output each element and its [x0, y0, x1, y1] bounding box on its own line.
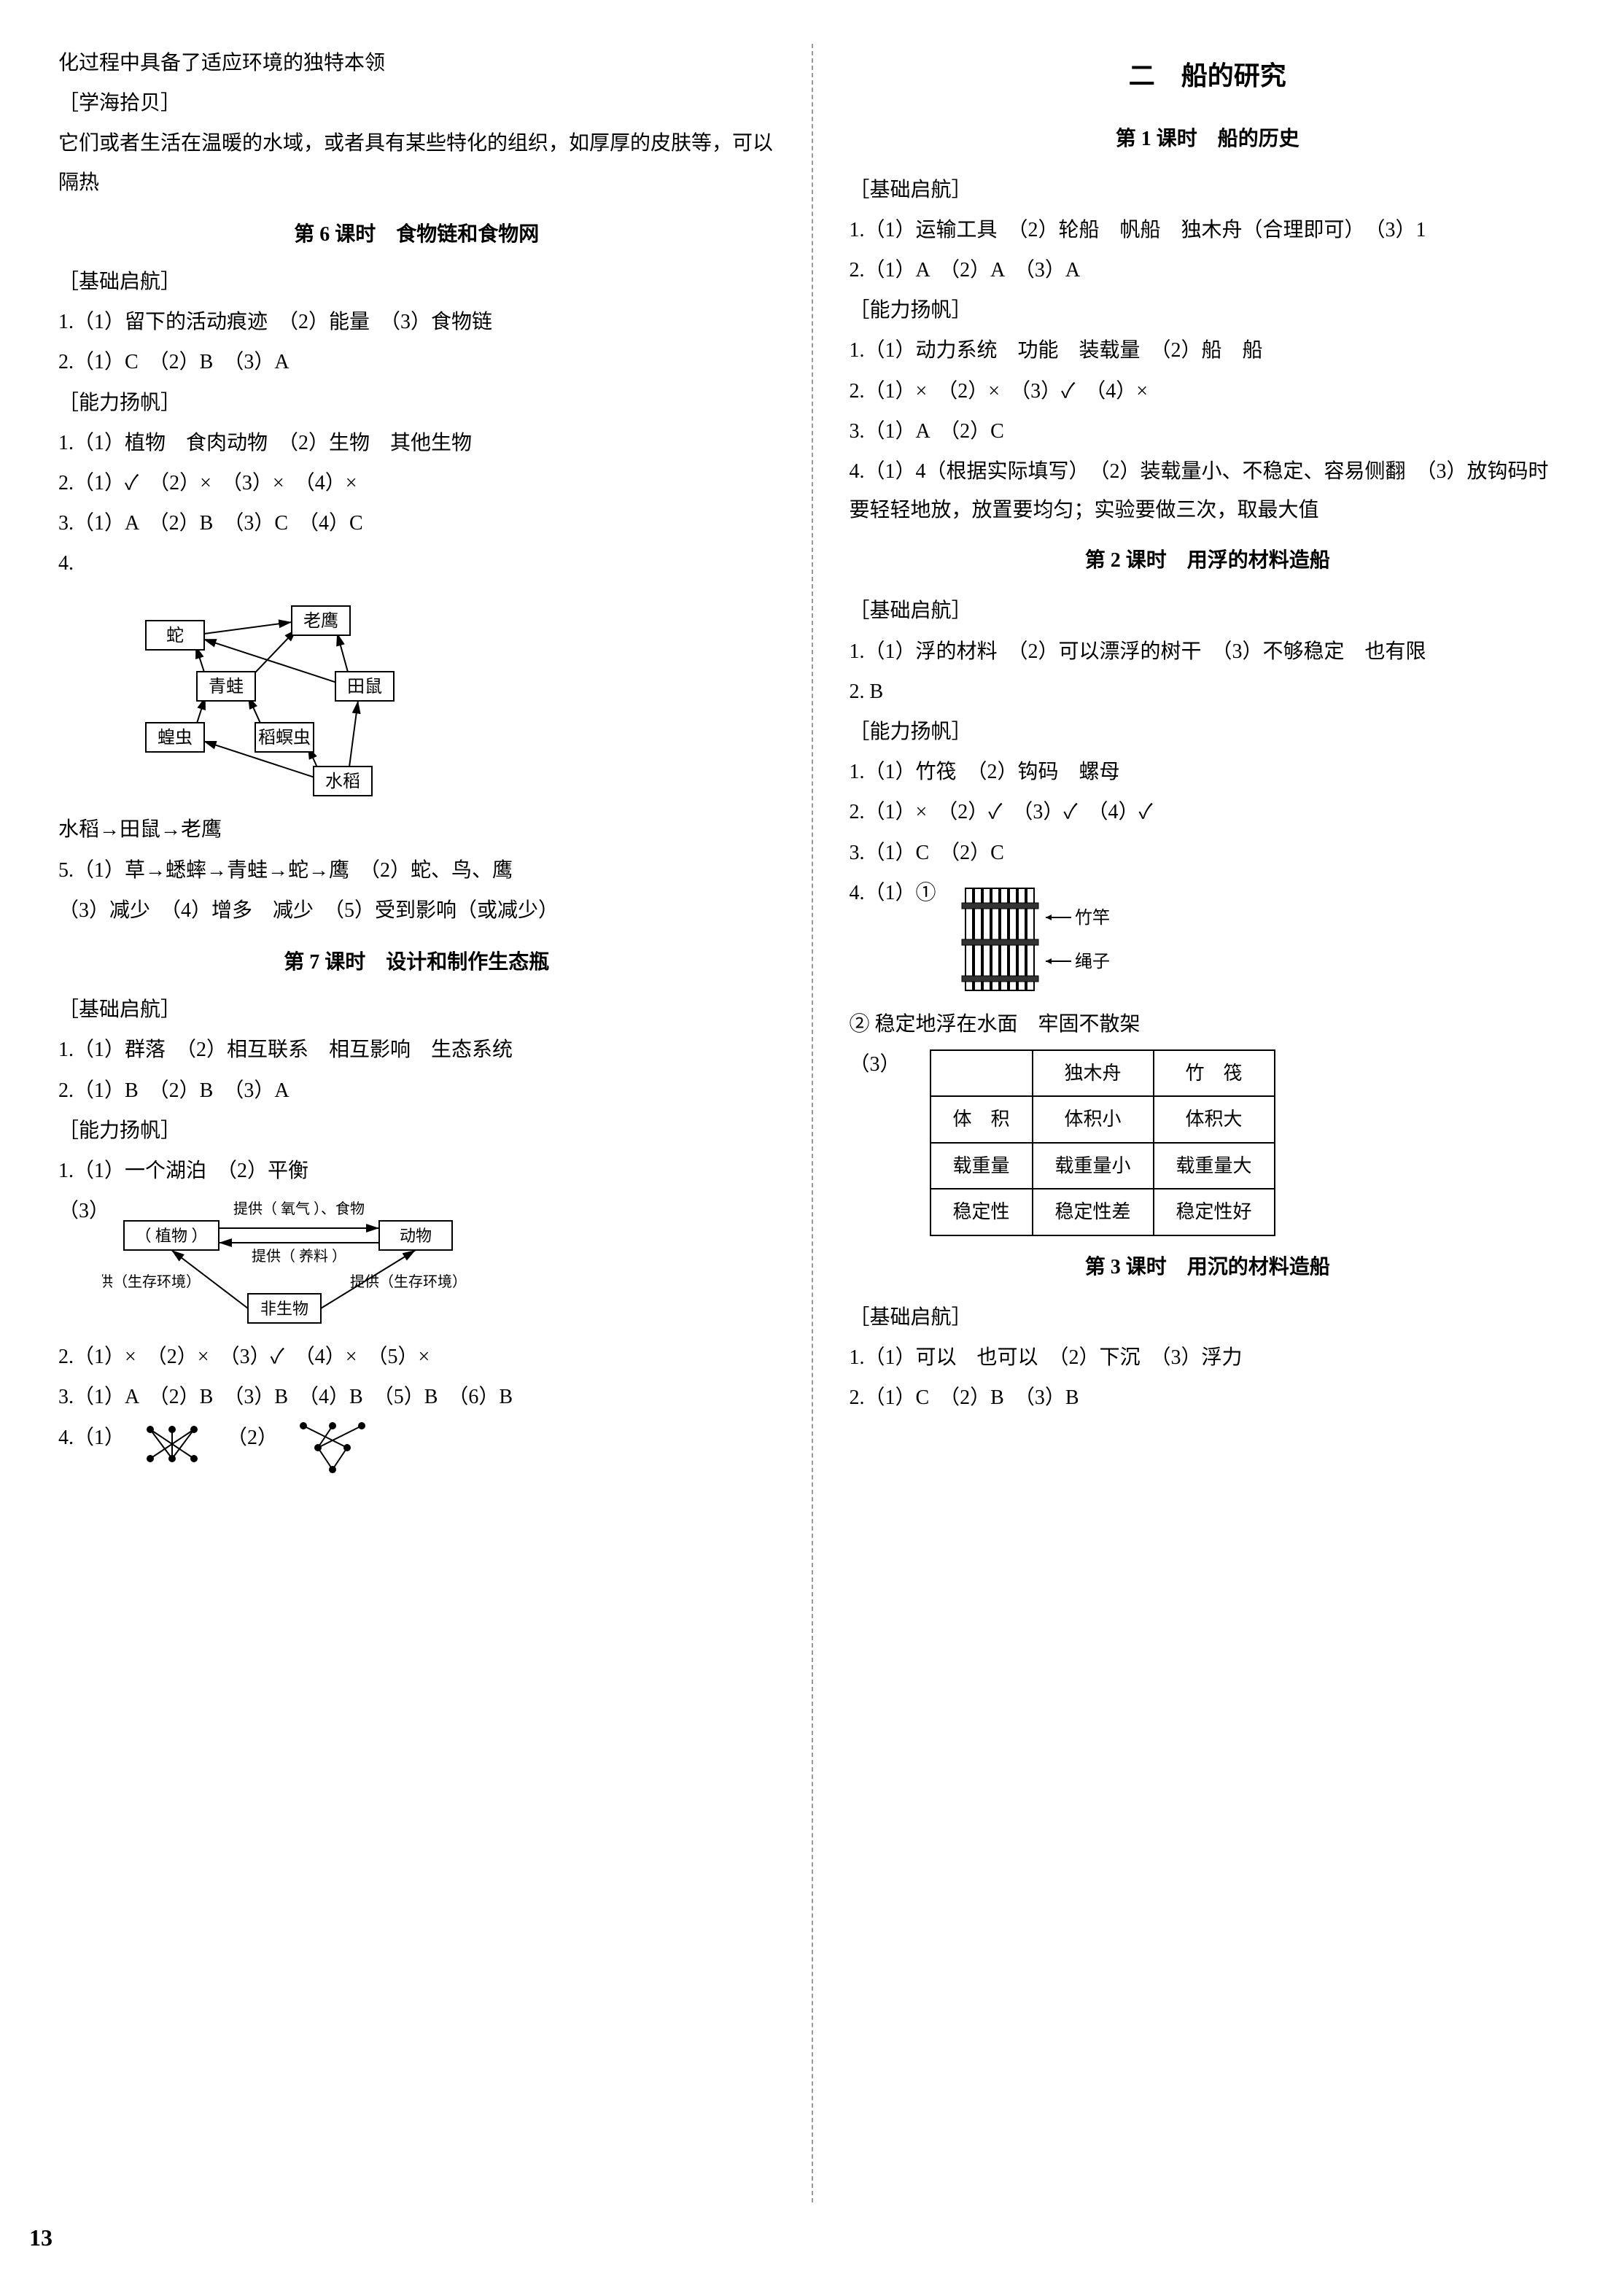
table-cell: 稳定性 — [931, 1189, 1033, 1235]
svg-text:田鼠: 田鼠 — [347, 677, 382, 696]
answer-line: 2.（1）B （2）B （3）A — [58, 1071, 775, 1110]
table-header: 独木舟 — [1033, 1050, 1154, 1096]
lesson-title: 第 3 课时 用沉的材料造船 — [850, 1248, 1566, 1286]
answer-line: 2.（1）× （2）× （3）✓ （4）× — [850, 372, 1566, 411]
lesson-title: 第 7 课时 设计和制作生态瓶 — [58, 943, 775, 982]
chapter-title: 二 船的研究 — [850, 51, 1566, 101]
table-cell: 体 积 — [931, 1096, 1033, 1142]
answer-line: 1.（1）竹筏 （2）钩码 螺母 — [850, 753, 1566, 791]
cross-diagram-2 — [292, 1419, 373, 1484]
answer-line: 3.（1）A （2）B （3）B （4）B （5）B （6）B — [58, 1378, 775, 1416]
svg-text:稻螟虫: 稻螟虫 — [258, 728, 311, 748]
table-cell: 体积大 — [1154, 1096, 1275, 1142]
answer-line: 水稻→田鼠→老鹰 — [58, 810, 775, 849]
svg-text:非生物: 非生物 — [260, 1300, 308, 1318]
svg-text:动物: 动物 — [400, 1227, 432, 1245]
table-cell: 稳定性差 — [1033, 1189, 1154, 1235]
answer-line: 2.（1）C （2）B （3）A — [58, 343, 775, 381]
section-bracket: ［基础启航］ — [58, 263, 775, 301]
svg-text:青蛙: 青蛙 — [209, 677, 244, 696]
svg-text:提供（生存环境）: 提供（生存环境） — [102, 1273, 201, 1290]
table-header — [931, 1050, 1033, 1096]
section-bracket: ［基础启航］ — [850, 591, 1566, 630]
raft-diagram: 竹竿绳子 — [951, 874, 1141, 1005]
table-cell: 稳定性好 — [1154, 1189, 1275, 1235]
section-bracket: ［基础启航］ — [850, 171, 1566, 209]
column-divider — [812, 44, 813, 2203]
answer-line: 2.（1）× （2）× （3）✓ （4）× （5）× — [58, 1338, 775, 1376]
answer-label: 4.（1） — [58, 1419, 125, 1457]
answer-line: 1.（1）植物 食肉动物 （2）生物 其他生物 — [58, 424, 775, 462]
answer-line: 2.（1）A （2）A （3）A — [850, 251, 1566, 290]
section-bracket: ［基础启航］ — [850, 1298, 1566, 1337]
answer-label: （3） — [58, 1192, 102, 1230]
svg-text:提供（ 养料 ）: 提供（ 养料 ） — [252, 1248, 346, 1265]
left-column: 化过程中具备了适应环境的独特本领 ［学海拾贝］ 它们或者生活在温暖的水域，或者具… — [58, 44, 804, 2203]
answer-line: 2. B — [850, 672, 1566, 711]
answer-line: 1.（1）一个湖泊 （2）平衡 — [58, 1152, 775, 1190]
answer-line: 1.（1）动力系统 功能 装载量 （2）船 船 — [850, 331, 1566, 370]
svg-text:蛇: 蛇 — [166, 626, 184, 645]
answer-line: 3.（1）C （2）C — [850, 834, 1566, 872]
text-line: 化过程中具备了适应环境的独特本领 — [58, 44, 775, 82]
answer-line: ② 稳定地浮在水面 牢固不散架 — [850, 1005, 1566, 1044]
lesson-title: 第 6 课时 食物链和食物网 — [58, 215, 775, 254]
table-cell: 体积小 — [1033, 1096, 1154, 1142]
text-line: 它们或者生活在温暖的水域，或者具有某些特化的组织，如厚厚的皮肤等，可以隔热 — [58, 124, 775, 201]
answer-line: （3）减少 （4）增多 减少 （5）受到影响（或减少） — [58, 891, 775, 930]
section-bracket: ［能力扬帆］ — [58, 1111, 775, 1150]
table-header: 竹 筏 — [1154, 1050, 1275, 1096]
section-bracket: ［能力扬帆］ — [58, 384, 775, 422]
comparison-table: 独木舟竹 筏体 积体积小体积大载重量载重量小载重量大稳定性稳定性差稳定性好 — [930, 1049, 1275, 1236]
answer-label: （2） — [227, 1419, 278, 1457]
svg-text:（ 植物 ）: （ 植物 ） — [135, 1227, 207, 1245]
answer-line: 1.（1）留下的活动痕迹 （2）能量 （3）食物链 — [58, 303, 775, 341]
answer-line: 1.（1）浮的材料 （2）可以漂浮的树干 （3）不够稳定 也有限 — [850, 632, 1566, 671]
svg-text:蝗虫: 蝗虫 — [158, 728, 193, 748]
answer-line: 3.（1）A （2）B （3）C （4）C — [58, 504, 775, 543]
answer-line: 1.（1）可以 也可以 （2）下沉 （3）浮力 — [850, 1338, 1566, 1377]
section-bracket: ［能力扬帆］ — [850, 291, 1566, 330]
ecosystem-diagram: （ 植物 ）动物非生物提供（ 氧气 ）、食物提供（ 养料 ）提供（生存环境）提供… — [102, 1192, 510, 1338]
answer-line: 2.（1）C （2）B （3）B — [850, 1378, 1566, 1417]
svg-text:老鹰: 老鹰 — [303, 611, 338, 631]
answer-label: 4.（1）① — [850, 874, 936, 912]
table-cell: 载重量小 — [1033, 1143, 1154, 1189]
section-bracket: ［基础启航］ — [58, 990, 775, 1029]
svg-text:水稻: 水稻 — [325, 772, 360, 791]
answer-line: 1.（1）运输工具 （2）轮船 帆船 独木舟（合理即可） （3）1 — [850, 211, 1566, 249]
cross-diagram-1 — [139, 1419, 212, 1470]
svg-text:绳子: 绳子 — [1075, 952, 1110, 971]
table-cell: 载重量大 — [1154, 1143, 1275, 1189]
lesson-title: 第 1 课时 船的历史 — [850, 120, 1566, 158]
table-cell: 载重量 — [931, 1143, 1033, 1189]
right-column: 二 船的研究 第 1 课时 船的历史 ［基础启航］ 1.（1）运输工具 （2）轮… — [820, 44, 1566, 2203]
answer-line: 1.（1）群落 （2）相互联系 相互影响 生态系统 — [58, 1031, 775, 1069]
svg-text:提供（ 氧气 ）、食物: 提供（ 氧气 ）、食物 — [233, 1200, 365, 1217]
lesson-title: 第 2 课时 用浮的材料造船 — [850, 541, 1566, 580]
page-number: 13 — [29, 2216, 53, 2260]
foodweb-diagram: 蛇 老鹰青蛙 田鼠蝗虫 稻螟虫水稻 — [88, 584, 438, 810]
answer-line: 4.（1）4（根据实际填写） （2）装载量小、不稳定、容易侧翻 （3）放钩码时要… — [850, 452, 1566, 529]
answer-line: 5.（1）草→蟋蟀→青蛙→蛇→鹰 （2）蛇、鸟、鹰 — [58, 851, 775, 890]
svg-text:提供（生存环境）: 提供（生存环境） — [350, 1273, 467, 1290]
answer-line: 2.（1）× （2）✓ （3）✓ （4）✓ — [850, 793, 1566, 831]
section-bracket: ［学海拾贝］ — [58, 84, 775, 123]
answer-label: 4. — [58, 544, 775, 583]
section-bracket: ［能力扬帆］ — [850, 713, 1566, 751]
answer-line: 2.（1）✓ （2）× （3）× （4）× — [58, 464, 775, 502]
answer-label: （3） — [850, 1045, 893, 1084]
answer-line: 3.（1）A （2）C — [850, 412, 1566, 451]
svg-text:竹竿: 竹竿 — [1075, 908, 1110, 928]
